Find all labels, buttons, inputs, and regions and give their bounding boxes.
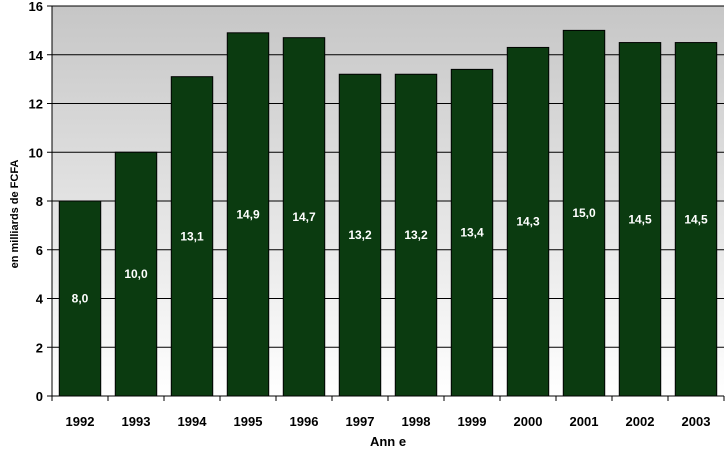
data-label: 13,1 xyxy=(180,229,204,243)
bar-2000 xyxy=(506,46,550,397)
y-tick-label: 12 xyxy=(29,97,43,112)
data-label: 14,5 xyxy=(684,212,708,226)
bar-1998 xyxy=(394,73,438,397)
y-tick-label: 2 xyxy=(36,340,43,355)
bar-1993 xyxy=(114,151,158,397)
bar-2002 xyxy=(618,42,662,397)
data-label: 14,9 xyxy=(236,207,260,221)
x-tick-label: 1994 xyxy=(178,414,208,429)
x-tick-label: 1998 xyxy=(402,414,431,429)
y-axis-ticks: 0 2 4 6 8 10 12 14 16 xyxy=(29,0,52,404)
bar-1996 xyxy=(282,37,326,397)
data-label: 14,3 xyxy=(516,215,540,229)
bar-1995 xyxy=(226,32,270,397)
data-label: 14,7 xyxy=(292,210,316,224)
data-label: 10,0 xyxy=(124,267,148,281)
bar-2003 xyxy=(674,42,718,397)
y-tick-label: 16 xyxy=(29,0,43,14)
x-axis-title: Ann e xyxy=(370,434,406,449)
data-label: 15,0 xyxy=(572,206,596,220)
x-tick-label: 2000 xyxy=(514,414,543,429)
bar-1994 xyxy=(170,76,214,397)
x-tick-label: 1997 xyxy=(346,414,375,429)
bar-1997 xyxy=(338,73,382,397)
bar-2001 xyxy=(562,29,606,397)
x-tick-label: 2002 xyxy=(626,414,655,429)
y-tick-label: 4 xyxy=(36,292,44,307)
gridlines xyxy=(52,5,724,348)
x-tick-label: 2001 xyxy=(570,414,599,429)
x-tick-label: 1999 xyxy=(458,414,487,429)
y-tick-label: 0 xyxy=(36,389,43,404)
y-tick-label: 10 xyxy=(29,145,43,160)
x-tick-label: 1993 xyxy=(122,414,151,429)
data-label: 14,5 xyxy=(628,212,652,226)
bar-1992 xyxy=(58,200,102,397)
y-tick-label: 8 xyxy=(36,194,43,209)
data-labels: 8,0 10,0 13,1 14,9 14,7 13,2 13,2 13,4 14,3 15,0 1… xyxy=(72,206,708,305)
x-tick-label: 1995 xyxy=(234,414,263,429)
data-label: 13,2 xyxy=(348,228,372,242)
x-tick-label: 1996 xyxy=(290,414,319,429)
x-axis-ticks: 1992 1993 1994 1995 1996 1997 1998 1999 2000 2001… xyxy=(51,396,725,429)
y-tick-label: 6 xyxy=(36,243,43,258)
x-tick-label: 2003 xyxy=(682,414,711,429)
data-label: 13,2 xyxy=(404,228,428,242)
data-label: 8,0 xyxy=(72,292,89,306)
bars xyxy=(58,29,718,397)
bar-1999 xyxy=(450,68,494,397)
x-tick-label: 1992 xyxy=(66,414,95,429)
y-axis-title: en milliards de FCFA xyxy=(9,160,21,269)
y-tick-label: 14 xyxy=(29,48,44,63)
data-label: 13,4 xyxy=(460,226,484,240)
